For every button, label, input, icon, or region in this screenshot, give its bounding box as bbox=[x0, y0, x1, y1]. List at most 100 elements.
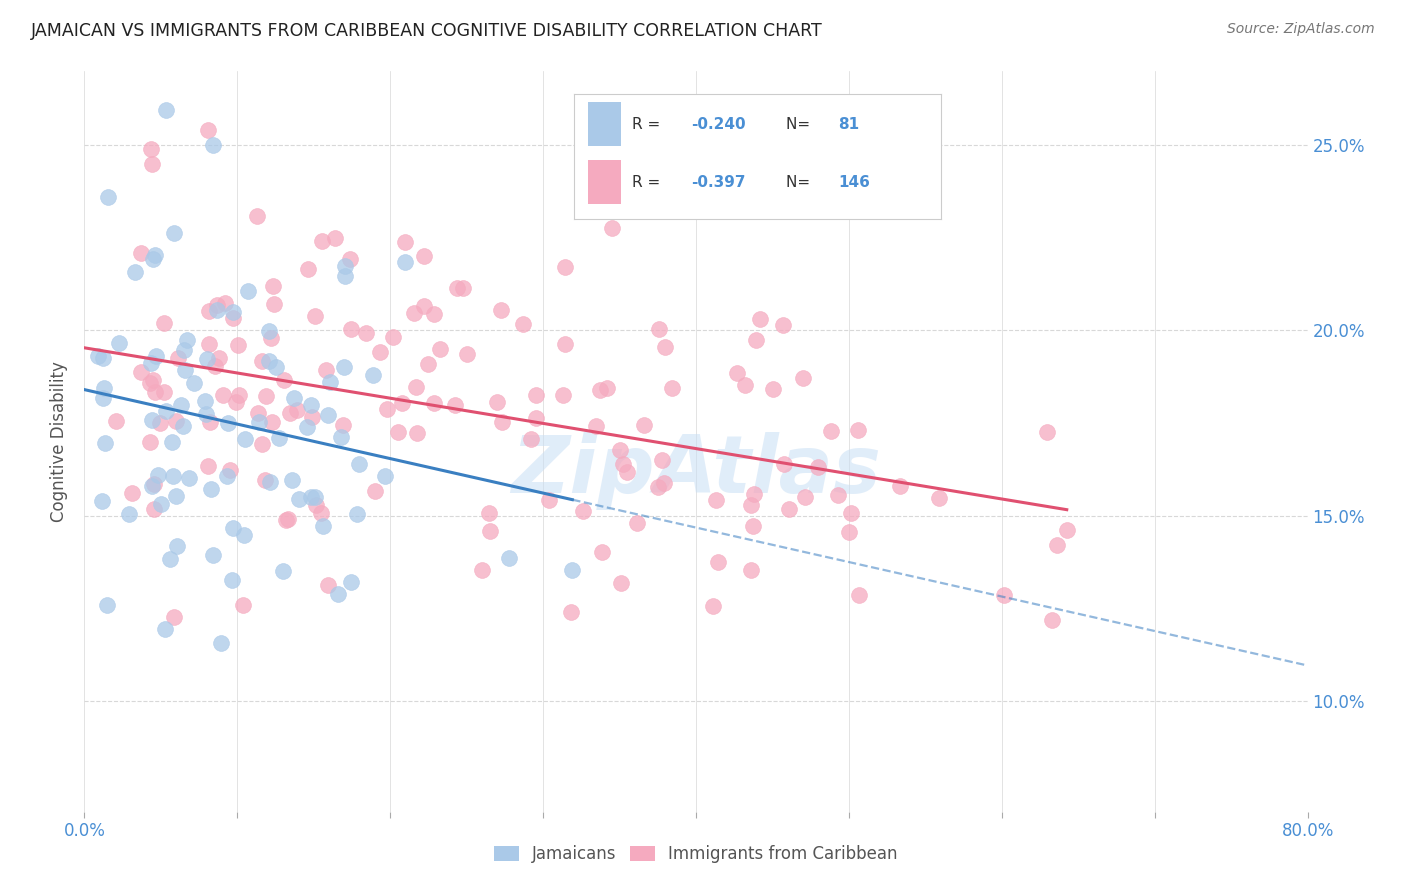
Point bbox=[848, 588, 870, 602]
Point bbox=[166, 539, 188, 553]
Point bbox=[212, 388, 235, 402]
Point bbox=[561, 564, 583, 578]
Point bbox=[456, 347, 478, 361]
Point bbox=[524, 388, 547, 402]
Point bbox=[572, 504, 595, 518]
Point bbox=[153, 622, 176, 636]
Point bbox=[1056, 523, 1078, 537]
Point bbox=[146, 467, 169, 482]
Point bbox=[221, 574, 243, 588]
Point bbox=[155, 103, 177, 117]
Point bbox=[346, 508, 368, 522]
Point bbox=[301, 410, 323, 425]
Point bbox=[121, 485, 143, 500]
Point bbox=[274, 513, 297, 527]
Point bbox=[162, 434, 184, 449]
Point bbox=[391, 395, 413, 409]
Point bbox=[277, 512, 299, 526]
Point bbox=[197, 459, 219, 474]
Point bbox=[928, 491, 950, 506]
Point bbox=[238, 284, 260, 298]
Point bbox=[305, 499, 328, 513]
Point bbox=[537, 492, 560, 507]
Point bbox=[704, 493, 727, 508]
Point bbox=[225, 395, 247, 409]
Point bbox=[361, 368, 384, 382]
Point bbox=[297, 261, 319, 276]
Point bbox=[217, 416, 239, 430]
Point bbox=[827, 488, 849, 502]
Point bbox=[772, 458, 794, 472]
Point bbox=[205, 303, 228, 318]
Point bbox=[478, 507, 501, 521]
Point bbox=[195, 352, 218, 367]
Point bbox=[820, 424, 842, 438]
Point bbox=[96, 190, 118, 204]
Point bbox=[209, 636, 232, 650]
Point bbox=[312, 519, 335, 533]
Point bbox=[333, 259, 356, 273]
Point bbox=[471, 563, 494, 577]
Point bbox=[194, 393, 217, 408]
Point bbox=[94, 436, 117, 450]
Point bbox=[228, 388, 250, 402]
Point bbox=[553, 388, 575, 402]
Point bbox=[609, 442, 631, 457]
Point bbox=[761, 382, 783, 396]
Point bbox=[145, 349, 167, 363]
Point bbox=[778, 501, 800, 516]
Point bbox=[257, 324, 280, 338]
Point bbox=[740, 498, 762, 512]
Point bbox=[259, 475, 281, 489]
Point bbox=[335, 269, 357, 284]
Point bbox=[141, 478, 163, 492]
Point bbox=[142, 373, 165, 387]
Point bbox=[107, 335, 129, 350]
Point bbox=[153, 385, 176, 400]
Point bbox=[155, 404, 177, 418]
Point bbox=[93, 381, 115, 395]
Point bbox=[215, 468, 238, 483]
Point bbox=[1036, 425, 1059, 439]
Point bbox=[734, 378, 756, 392]
Point bbox=[412, 299, 434, 313]
Point bbox=[332, 359, 354, 374]
Point bbox=[451, 281, 474, 295]
Point bbox=[661, 380, 683, 394]
Point bbox=[165, 489, 187, 503]
Point bbox=[498, 550, 520, 565]
Point bbox=[228, 338, 250, 352]
Point bbox=[626, 516, 648, 530]
Point bbox=[271, 564, 294, 578]
Point bbox=[304, 490, 326, 504]
Point bbox=[249, 415, 271, 429]
Point bbox=[250, 354, 273, 368]
Point bbox=[652, 475, 675, 490]
Point bbox=[299, 490, 322, 504]
Point bbox=[591, 544, 613, 558]
Point bbox=[524, 411, 547, 425]
Point bbox=[485, 395, 508, 409]
Point bbox=[159, 551, 181, 566]
Point bbox=[394, 235, 416, 249]
Point bbox=[105, 414, 128, 428]
Point bbox=[381, 330, 404, 344]
Point bbox=[162, 469, 184, 483]
Point bbox=[232, 528, 254, 542]
Point bbox=[648, 322, 671, 336]
Point bbox=[309, 507, 332, 521]
Point bbox=[405, 380, 427, 394]
Point bbox=[219, 463, 242, 477]
Point bbox=[478, 524, 501, 539]
Point bbox=[347, 457, 370, 471]
Point bbox=[330, 430, 353, 444]
Point bbox=[262, 416, 284, 430]
Point bbox=[91, 494, 114, 508]
Point bbox=[889, 479, 911, 493]
Point bbox=[706, 555, 728, 569]
Point bbox=[176, 333, 198, 347]
Point bbox=[406, 426, 429, 441]
Point bbox=[222, 305, 245, 319]
Point bbox=[267, 431, 290, 445]
Point bbox=[993, 588, 1015, 602]
